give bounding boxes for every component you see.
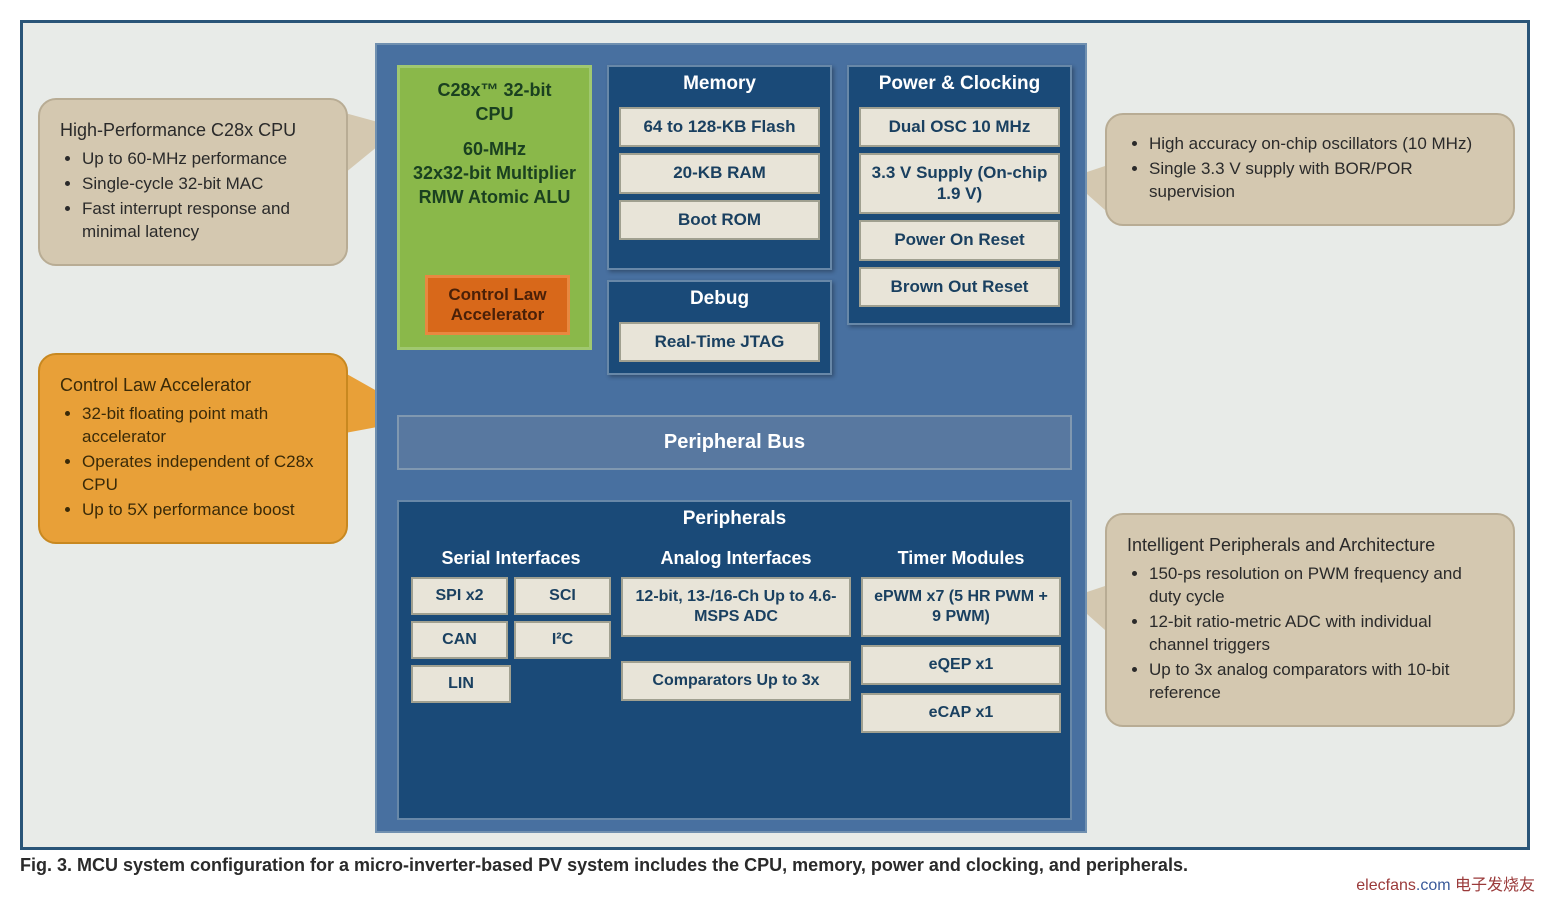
- timer-item: eQEP x1: [861, 645, 1061, 685]
- callout-item: 12-bit ratio-metric ADC with individual …: [1149, 611, 1493, 657]
- timer-item: eCAP x1: [861, 693, 1061, 733]
- cpu-block: C28x™ 32-bit CPU 60-MHz 32x32-bit Multip…: [397, 65, 592, 350]
- callout-item: Operates independent of C28x CPU: [82, 451, 326, 497]
- power-item: 3.3 V Supply (On-chip 1.9 V): [859, 153, 1060, 214]
- cpu-line: C28x™ 32-bit: [405, 78, 584, 102]
- diagram-frame: High-Performance C28x CPU Up to 60-MHz p…: [20, 20, 1530, 850]
- power-item: Power On Reset: [859, 220, 1060, 260]
- callout-item: 150-ps resolution on PWM frequency and d…: [1149, 563, 1493, 609]
- serial-item: I²C: [514, 621, 611, 659]
- serial-item: LIN: [411, 665, 511, 703]
- callout-item: High accuracy on-chip oscillators (10 MH…: [1149, 133, 1493, 156]
- peripherals-callout: Intelligent Peripherals and Architecture…: [1105, 513, 1515, 727]
- power-title: Power & Clocking: [849, 67, 1070, 101]
- memory-item: 20-KB RAM: [619, 153, 820, 193]
- analog-title: Analog Interfaces: [621, 544, 851, 577]
- callout-item: Up to 3x analog comparators with 10-bit …: [1149, 659, 1493, 705]
- serial-item: SCI: [514, 577, 611, 615]
- callout-item: Single 3.3 V supply with BOR/POR supervi…: [1149, 158, 1493, 204]
- serial-item: CAN: [411, 621, 508, 659]
- callout-title: Control Law Accelerator: [60, 373, 326, 397]
- debug-item: Real-Time JTAG: [619, 322, 820, 362]
- watermark-red: elecfans: [1356, 877, 1416, 894]
- timer-item: ePWM x7 (5 HR PWM + 9 PWM): [861, 577, 1061, 637]
- memory-title: Memory: [609, 67, 830, 101]
- cla-block: Control Law Accelerator: [425, 275, 570, 335]
- cpu-line: CPU: [405, 102, 584, 126]
- power-callout: High accuracy on-chip oscillators (10 MH…: [1105, 113, 1515, 226]
- cpu-callout: High-Performance C28x CPU Up to 60-MHz p…: [38, 98, 348, 266]
- serial-item: SPI x2: [411, 577, 508, 615]
- serial-interfaces-group: Serial Interfaces SPI x2 SCI CAN I²C LIN: [411, 544, 611, 709]
- memory-block: Memory 64 to 128-KB Flash 20-KB RAM Boot…: [607, 65, 832, 270]
- peripherals-block: Peripherals Serial Interfaces SPI x2 SCI…: [397, 500, 1072, 820]
- callout-item: Fast interrupt response and minimal late…: [82, 198, 326, 244]
- callout-item: Up to 60-MHz performance: [82, 148, 326, 171]
- cpu-line: RMW Atomic ALU: [405, 185, 584, 209]
- debug-block: Debug Real-Time JTAG: [607, 280, 832, 375]
- cla-callout: Control Law Accelerator 32-bit floating …: [38, 353, 348, 544]
- analog-item: Comparators Up to 3x: [621, 661, 851, 701]
- power-clocking-block: Power & Clocking Dual OSC 10 MHz 3.3 V S…: [847, 65, 1072, 325]
- callout-item: Up to 5X performance boost: [82, 499, 326, 522]
- chip-body: C28x™ 32-bit CPU 60-MHz 32x32-bit Multip…: [375, 43, 1087, 833]
- cpu-line: 32x32-bit Multiplier: [405, 161, 584, 185]
- callout-item: 32-bit floating point math accelerator: [82, 403, 326, 449]
- debug-title: Debug: [609, 282, 830, 316]
- serial-title: Serial Interfaces: [411, 544, 611, 577]
- memory-item: Boot ROM: [619, 200, 820, 240]
- watermark-com: com: [1420, 877, 1450, 894]
- memory-item: 64 to 128-KB Flash: [619, 107, 820, 147]
- watermark-cn: 电子发烧友: [1451, 877, 1535, 894]
- cpu-line: 60-MHz: [405, 137, 584, 161]
- callout-title: High-Performance C28x CPU: [60, 118, 326, 142]
- analog-interfaces-group: Analog Interfaces 12-bit, 13-/16-Ch Up t…: [621, 544, 851, 709]
- analog-item: 12-bit, 13-/16-Ch Up to 4.6-MSPS ADC: [621, 577, 851, 637]
- peripheral-bus: Peripheral Bus: [397, 415, 1072, 470]
- callout-title: Intelligent Peripherals and Architecture: [1127, 533, 1493, 557]
- figure-caption: Fig. 3. MCU system configuration for a m…: [20, 855, 1188, 876]
- power-item: Brown Out Reset: [859, 267, 1060, 307]
- callout-item: Single-cycle 32-bit MAC: [82, 173, 326, 196]
- caption-text: Fig. 3. MCU system configuration for a m…: [20, 855, 1188, 875]
- peripherals-title: Peripherals: [399, 502, 1070, 536]
- watermark: elecfans.com 电子发烧友: [1356, 871, 1535, 895]
- timer-modules-group: Timer Modules ePWM x7 (5 HR PWM + 9 PWM)…: [861, 544, 1061, 741]
- timer-title: Timer Modules: [861, 544, 1061, 577]
- power-item: Dual OSC 10 MHz: [859, 107, 1060, 147]
